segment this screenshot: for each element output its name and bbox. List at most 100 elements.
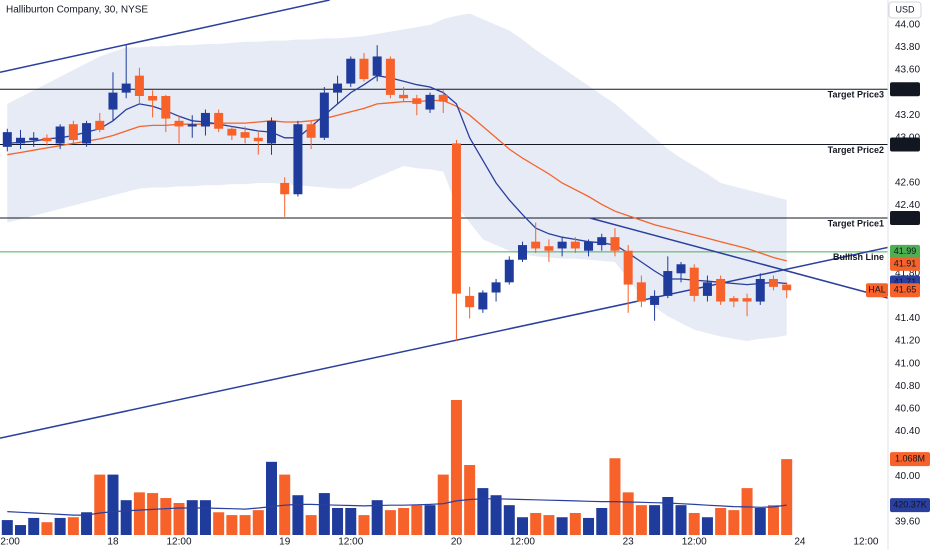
candle-body — [676, 264, 686, 274]
candle-body — [42, 137, 52, 142]
volume-bar — [675, 505, 687, 535]
volume-bar — [767, 505, 779, 535]
volume-bar — [252, 510, 264, 535]
x-tick-label: 19 — [279, 537, 291, 548]
volume-bar — [1, 520, 13, 535]
y-tick-label: 40.80 — [895, 381, 920, 392]
level-price-label: 41.99 — [894, 246, 917, 256]
volume-bar — [781, 459, 793, 535]
volume-bar — [569, 512, 581, 535]
candle-body — [597, 237, 607, 246]
volume-bar — [54, 517, 66, 535]
candle-body — [333, 83, 343, 93]
y-tick-label: 41.80 — [895, 268, 920, 279]
level-price-label: 42.94 — [894, 139, 917, 149]
volume-bar — [133, 492, 145, 535]
volume-bar — [754, 508, 766, 535]
candle-body — [399, 94, 409, 99]
x-tick-label: 12:00 — [0, 537, 20, 548]
level-price-label-bg — [890, 137, 920, 152]
volume-bar — [147, 493, 159, 535]
level-price-label-bg — [890, 210, 920, 225]
ma-fast-label: 41.71 — [894, 277, 917, 287]
volume-bar — [81, 512, 93, 535]
candle-body — [504, 259, 514, 283]
candle-body — [782, 284, 792, 291]
candle-body — [385, 58, 395, 95]
volume-label: 1.068M — [895, 453, 925, 463]
level-price-label-bg — [890, 244, 920, 259]
volume-bar — [411, 505, 423, 535]
candle-body — [148, 95, 158, 101]
ma-slow-label-bg — [890, 256, 920, 271]
symbol-tag-bg — [866, 283, 888, 298]
x-tick-label: 12:00 — [338, 537, 363, 548]
candle-body — [716, 278, 726, 302]
band — [7, 13, 787, 342]
x-tick-label: 23 — [623, 537, 635, 548]
volume-bar — [120, 500, 132, 535]
volume-bar — [649, 505, 661, 535]
volume-bar — [450, 400, 462, 535]
last-price-label-bg — [890, 283, 920, 298]
y-tick-label: 41.20 — [895, 336, 920, 347]
currency-box[interactable] — [888, 1, 922, 19]
level-price-label: 42.29 — [894, 212, 917, 222]
candle-body — [557, 241, 567, 249]
candle-body — [636, 282, 646, 302]
volume-bar — [384, 510, 396, 535]
volume-bar — [94, 474, 106, 535]
level-price-label-bg — [890, 82, 920, 97]
volume-bar — [728, 510, 740, 535]
candle-body — [702, 282, 712, 296]
candle-body — [412, 98, 422, 104]
candle-body — [200, 112, 210, 127]
volume-bar — [622, 492, 634, 535]
y-tick-label: 43.20 — [895, 110, 920, 121]
candle-body — [2, 132, 12, 147]
candle-body — [121, 83, 131, 93]
candle-body — [465, 295, 475, 308]
candle-body — [663, 271, 673, 296]
y-tick-label: 43.60 — [895, 65, 920, 76]
candle-body — [531, 241, 541, 249]
candle-body — [517, 245, 527, 260]
candle-body — [16, 137, 26, 144]
volume-bar — [305, 515, 317, 535]
y-tick-label: 40.60 — [895, 403, 920, 414]
volume-bar — [701, 517, 713, 535]
y-tick-label: 42.60 — [895, 178, 920, 189]
candle-body — [478, 292, 488, 310]
volume-bar — [596, 508, 608, 535]
candle-body — [108, 92, 118, 110]
candle-body — [491, 282, 501, 293]
candle-body — [161, 95, 171, 119]
volume-bar — [437, 474, 449, 535]
volume-bar — [186, 500, 198, 535]
currency[interactable]: USD — [895, 4, 915, 14]
x-tick-label: 12:00 — [853, 537, 878, 548]
level-label: Target Price3 — [828, 90, 884, 100]
candle-body — [29, 137, 39, 141]
volume-bar — [292, 495, 304, 535]
volume-bar — [332, 508, 344, 535]
candle-body — [372, 56, 382, 76]
volume-bar — [516, 517, 528, 535]
level-label: Target Price2 — [828, 145, 884, 155]
candle-body — [755, 278, 765, 302]
candle-body — [253, 137, 263, 142]
volume-ma — [7, 498, 787, 516]
candle-body — [214, 112, 224, 129]
y-tick-label: 41.00 — [895, 358, 920, 369]
candle-body — [570, 241, 580, 249]
y-tick-label: 44.00 — [895, 19, 920, 30]
volume-bar — [530, 512, 542, 535]
volume-bar — [490, 495, 502, 535]
candle-body — [359, 58, 369, 80]
x-tick-label: 12:00 — [682, 537, 707, 548]
volume-bar — [239, 515, 251, 535]
volume-bar — [715, 508, 727, 535]
candle-body — [293, 124, 303, 195]
level-label: Target Price1 — [828, 218, 884, 228]
volume-bar — [226, 515, 238, 535]
